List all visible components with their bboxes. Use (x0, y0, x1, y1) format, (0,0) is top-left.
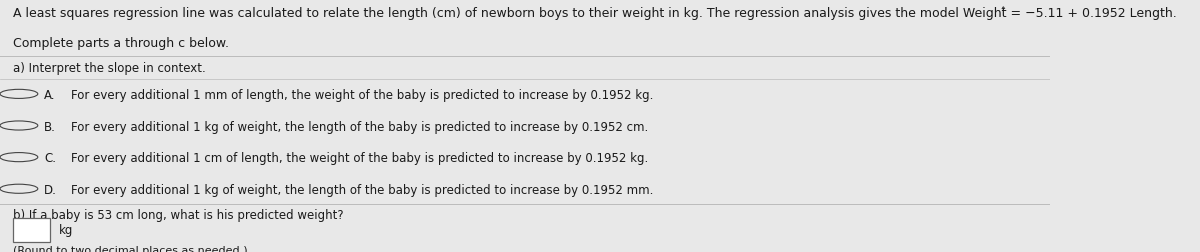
Text: (Round to two decimal places as needed.): (Round to two decimal places as needed.) (12, 245, 247, 252)
Text: For every additional 1 mm of length, the weight of the baby is predicted to incr: For every additional 1 mm of length, the… (72, 89, 654, 102)
Text: Complete parts a through c below.: Complete parts a through c below. (12, 37, 228, 49)
Text: C.: C. (44, 152, 56, 165)
Text: a) Interpret the slope in context.: a) Interpret the slope in context. (12, 62, 205, 75)
Text: For every additional 1 kg of weight, the length of the baby is predicted to incr: For every additional 1 kg of weight, the… (72, 183, 654, 196)
Text: For every additional 1 cm of length, the weight of the baby is predicted to incr: For every additional 1 cm of length, the… (72, 152, 649, 165)
Bar (12, 218, 50, 242)
Text: A.: A. (44, 89, 55, 102)
Text: A least squares regression line was calculated to relate the length (cm) of newb: A least squares regression line was calc… (12, 6, 1176, 20)
Text: D.: D. (44, 183, 56, 196)
Text: B.: B. (44, 120, 56, 133)
Text: kg: kg (59, 224, 73, 236)
Text: For every additional 1 kg of weight, the length of the baby is predicted to incr: For every additional 1 kg of weight, the… (72, 120, 649, 133)
Text: b) If a baby is 53 cm long, what is his predicted weight?: b) If a baby is 53 cm long, what is his … (12, 208, 343, 221)
